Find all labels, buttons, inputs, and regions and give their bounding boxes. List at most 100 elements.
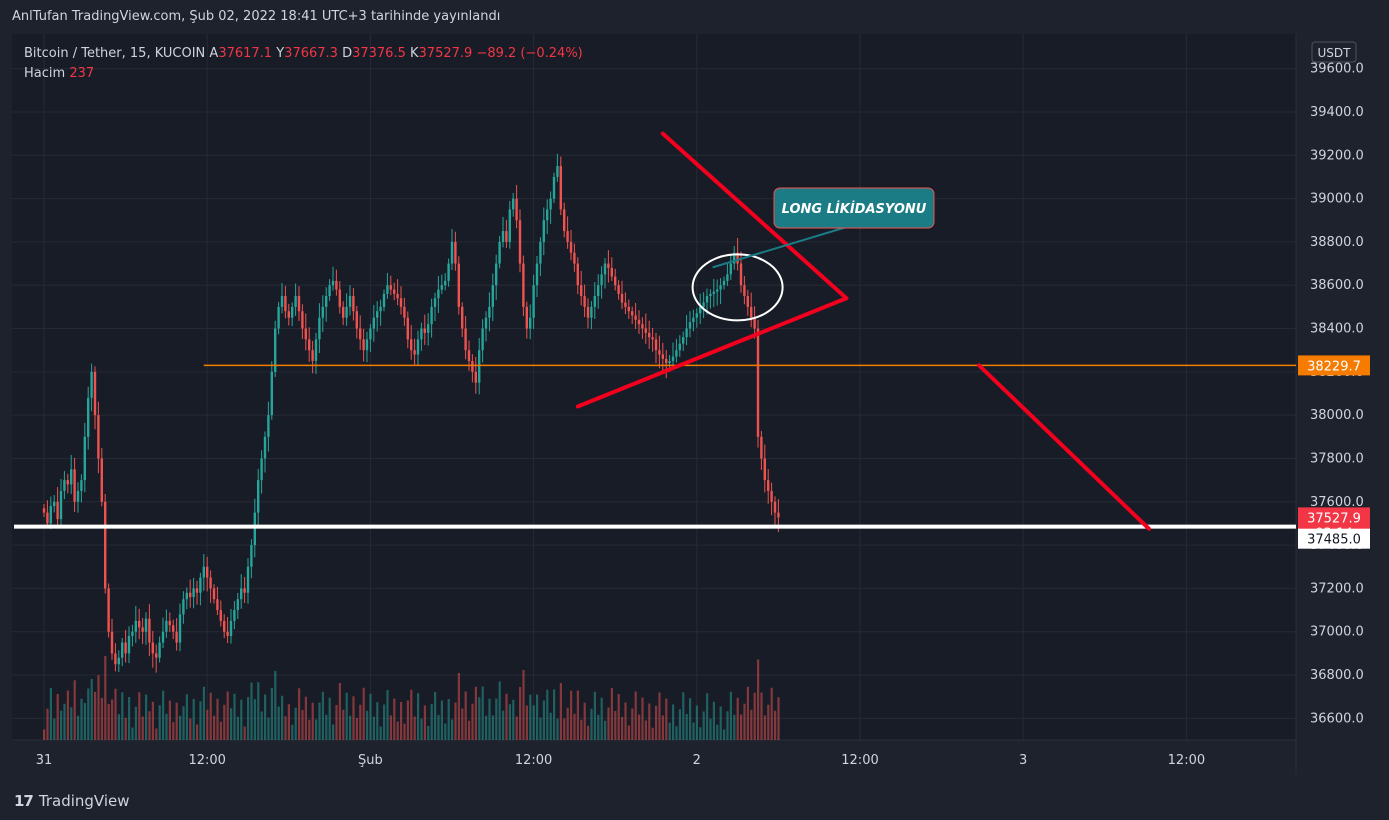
candle-body — [219, 610, 222, 621]
candle-body — [403, 306, 406, 318]
volume-bar — [658, 692, 661, 740]
chart-area[interactable]: 36600.036800.037000.037200.037400.037600… — [0, 34, 1389, 782]
volume-bar — [236, 716, 239, 740]
tradingview-logo-icon[interactable]: 17 — [14, 792, 34, 810]
candle-body — [512, 198, 515, 210]
volume-bar — [542, 700, 545, 740]
volume-bar — [213, 715, 216, 740]
volume-bar — [587, 725, 590, 740]
volume-bar — [617, 694, 620, 740]
volume-bar — [444, 723, 447, 740]
candle-body — [675, 350, 678, 357]
legend-high: 37667.3 — [284, 46, 338, 61]
legend-volume: 237 — [69, 66, 95, 81]
volume-bar — [345, 692, 348, 740]
volume-bar — [325, 714, 328, 740]
volume-bar — [192, 699, 195, 740]
volume-bar — [70, 707, 73, 740]
candle-body — [274, 328, 277, 372]
volume-bar — [315, 719, 318, 740]
currency-badge — [1311, 41, 1357, 63]
candle-body — [107, 588, 110, 632]
candle-body — [440, 285, 443, 290]
candle-body — [542, 220, 545, 242]
volume-bar — [675, 726, 678, 740]
volume-bar — [695, 705, 698, 740]
candle-body — [583, 296, 586, 307]
volume-bar — [651, 727, 654, 740]
legend-volume-row: Hacim 237 — [24, 64, 583, 84]
candle-body — [335, 280, 338, 290]
volume-bar — [597, 714, 600, 740]
candle-body — [450, 241, 454, 264]
time-tick-label: 12:00 — [1168, 753, 1205, 768]
volume-bar — [107, 704, 110, 740]
candle-body — [603, 263, 607, 275]
candle-body — [304, 328, 307, 340]
price-tick-label: 36600.0 — [1310, 711, 1364, 726]
volume-bar — [253, 699, 256, 740]
candle-body — [770, 490, 773, 502]
volume-bar — [46, 708, 49, 740]
legend-low: 37376.5 — [352, 46, 406, 61]
volume-bar — [468, 720, 471, 740]
candle-body — [87, 397, 90, 437]
volume-bar — [100, 698, 103, 740]
candle-body — [644, 328, 647, 333]
candle-body — [348, 296, 352, 307]
candle-body — [66, 480, 69, 485]
volume-bar — [519, 687, 522, 740]
candle-body — [750, 306, 753, 318]
candle-body — [117, 657, 120, 665]
volume-bar — [536, 694, 539, 740]
tradingview-brand[interactable]: TradingView — [38, 792, 130, 810]
volume-bar — [685, 714, 688, 740]
candle-body — [311, 350, 314, 362]
candle-body — [284, 296, 287, 312]
volume-bar — [580, 719, 583, 740]
volume-bar — [447, 699, 450, 740]
legend-symbol[interactable]: Bitcoin / Tether, 15, KUCOIN — [24, 46, 206, 61]
candle-body — [474, 371, 477, 383]
legend-volume-label[interactable]: Hacim — [24, 66, 66, 81]
candle-body — [699, 306, 702, 314]
volume-bar — [508, 704, 511, 740]
volume-bar — [750, 709, 753, 740]
candle-body — [223, 620, 226, 632]
candle-body — [539, 241, 542, 264]
volume-bar — [692, 722, 695, 740]
volume-bar — [230, 708, 233, 740]
volume-bar — [498, 681, 501, 740]
candle-body — [80, 480, 83, 491]
volume-bar — [202, 686, 205, 740]
candle-body — [447, 263, 450, 281]
candle-body — [212, 588, 216, 600]
volume-bar — [393, 698, 396, 740]
volume-bar — [502, 710, 505, 740]
candle-body — [600, 274, 603, 286]
volume-bar — [770, 687, 773, 740]
candle-body — [195, 588, 199, 593]
candle-body — [722, 280, 726, 286]
candle-body — [576, 263, 579, 286]
volume-bar — [423, 705, 426, 740]
candle-body — [682, 337, 685, 344]
volume-bar — [172, 722, 175, 740]
volume-bar — [233, 693, 236, 740]
candle-body — [620, 293, 624, 303]
volume-bar — [372, 716, 375, 740]
volume-bar — [627, 725, 630, 740]
volume-bar — [243, 726, 246, 740]
candle-body — [93, 371, 97, 416]
price-chart[interactable]: 36600.036800.037000.037200.037400.037600… — [0, 34, 1389, 782]
volume-bar — [763, 715, 766, 740]
candle-body — [178, 614, 182, 643]
volume-bar — [556, 718, 559, 740]
price-axis-label: 37527.9 — [1307, 511, 1361, 526]
candle-body — [410, 339, 413, 351]
candle-body — [342, 306, 345, 318]
candle-body — [97, 415, 100, 459]
volume-bar — [117, 714, 120, 740]
volume-bar — [247, 697, 250, 740]
candle-body — [760, 436, 763, 459]
